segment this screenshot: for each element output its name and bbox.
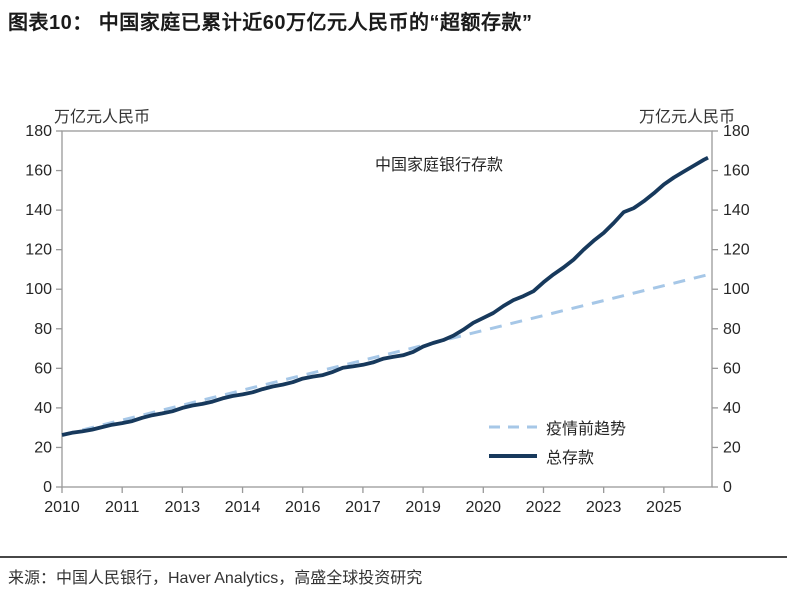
legend: 疫情前趋势 总存款 (488, 412, 626, 470)
y-tick-label-left: 120 (25, 242, 52, 259)
y-tick-label-right: 40 (723, 400, 741, 417)
dashed-line-sample (489, 425, 537, 428)
y-tick-label-right: 0 (723, 479, 732, 496)
y-tick-label-right: 20 (723, 439, 741, 456)
legend-label-trend: 疫情前趋势 (546, 420, 627, 438)
chart-annotation: 中国家庭银行存款 (375, 157, 504, 174)
x-tick-label: 2022 (526, 499, 562, 516)
legend-label-total: 总存款 (546, 449, 595, 467)
x-tick-label: 2013 (165, 499, 201, 516)
x-tick-label: 2023 (586, 499, 622, 516)
y-axis-unit-left: 万亿元人民币 (54, 109, 151, 126)
x-tick-label: 2010 (44, 499, 80, 516)
solid-line-sample (489, 453, 537, 458)
total-deposits-line (61, 156, 709, 437)
y-tick-label-left: 40 (34, 400, 52, 417)
y-tick-label-right: 100 (723, 281, 750, 298)
y-tick-label-right: 160 (723, 163, 750, 180)
pre-covid-trend-line (61, 272, 711, 437)
y-tick-label-right: 80 (723, 321, 741, 338)
y-tick-label-right: 140 (723, 202, 750, 219)
y-tick-label-left: 60 (34, 360, 52, 377)
y-tick-label-left: 80 (34, 321, 52, 338)
x-tick-label: 2019 (405, 499, 441, 516)
y-tick-label-left: 160 (25, 163, 52, 180)
y-axis-unit-right: 万亿元人民币 (638, 109, 735, 126)
y-tick-label-left: 140 (25, 202, 52, 219)
source-note: 来源：中国人民银行，Haver Analytics，高盛全球投资研究 (8, 570, 423, 587)
x-tick-label: 2017 (345, 499, 381, 516)
legend-item-total-deposits: 总存款 (488, 441, 626, 470)
y-tick-label-left: 0 (43, 479, 52, 496)
y-tick-label-left: 20 (34, 439, 52, 456)
footer-divider (0, 556, 787, 558)
x-tick-label: 2025 (646, 499, 682, 516)
y-tick-label-right: 120 (723, 242, 750, 259)
y-tick-label-right: 60 (723, 360, 741, 377)
y-tick-label-left: 100 (25, 281, 52, 298)
figure-title: 图表10： 中国家庭已累计近60万亿元人民币的“超额存款” (8, 12, 533, 34)
plot-frame (61, 130, 713, 488)
x-tick-label: 2014 (225, 499, 261, 516)
y-tick-label-left: 180 (25, 123, 52, 140)
legend-item-pre-covid-trend: 疫情前趋势 (488, 412, 626, 441)
x-tick-label: 2011 (105, 499, 140, 516)
x-tick-label: 2020 (465, 499, 501, 516)
y-tick-label-right: 180 (723, 123, 750, 140)
x-tick-label: 2016 (285, 499, 321, 516)
